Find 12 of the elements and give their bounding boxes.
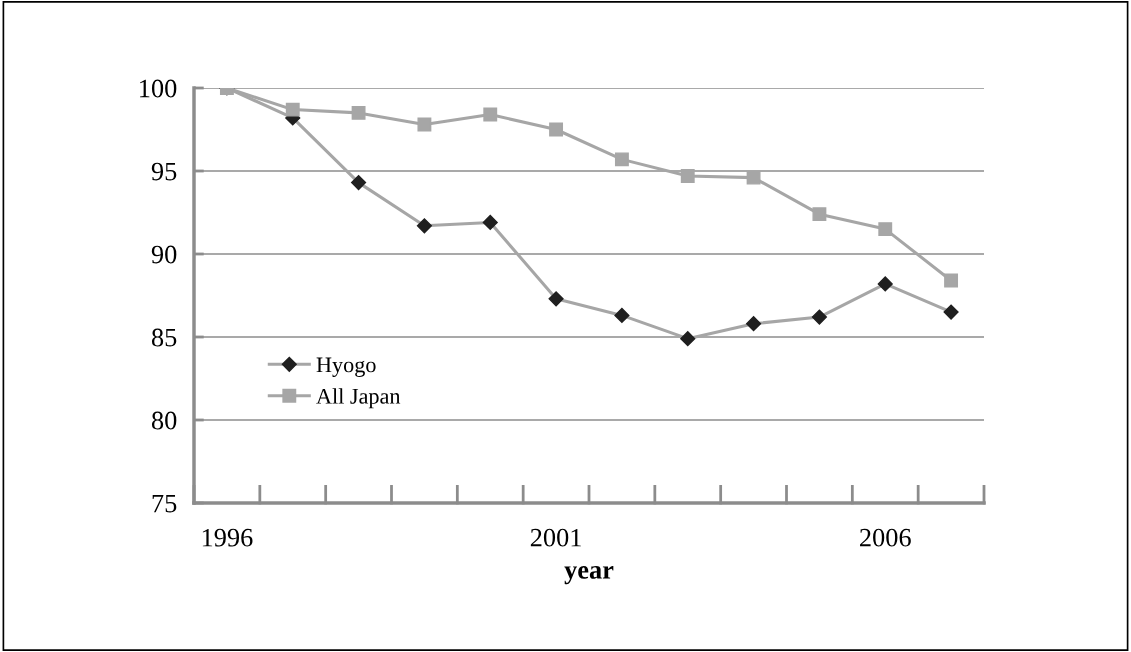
legend-label: Hyogo: [316, 357, 376, 377]
y-tick-label: 80: [151, 411, 177, 430]
y-tick-label: 75: [152, 494, 177, 513]
y-tick-label: 100: [140, 79, 177, 98]
y-tick-label: 95: [151, 162, 177, 181]
y-tick-label: 85: [151, 328, 177, 347]
x-tick-label: 2001: [530, 528, 581, 547]
x-tick-label: 2006: [860, 528, 911, 547]
legend-label: All Japan: [316, 388, 401, 409]
y-tick-label: 90: [151, 245, 177, 264]
x-tick-label: 1996: [202, 528, 253, 547]
x-axis-title: year: [564, 566, 614, 585]
